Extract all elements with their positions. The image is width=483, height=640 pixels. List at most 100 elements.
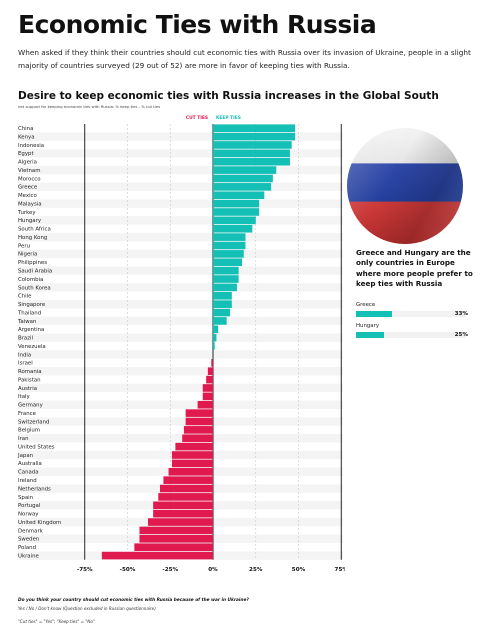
category-label: Taiwan bbox=[17, 319, 36, 325]
bar-italy bbox=[202, 392, 213, 401]
bar-peru bbox=[213, 241, 246, 250]
bar-denmark bbox=[139, 526, 213, 535]
bar-austria bbox=[202, 384, 213, 392]
category-label: United States bbox=[18, 444, 55, 450]
category-label: Hong Kong bbox=[18, 235, 47, 241]
bar-thailand bbox=[213, 308, 231, 317]
greece-track bbox=[356, 311, 466, 317]
bar-singapore bbox=[213, 300, 232, 308]
category-label: Italy bbox=[18, 394, 31, 400]
category-label: India bbox=[18, 352, 31, 358]
bar-united-states bbox=[175, 442, 213, 451]
bar-philippines bbox=[213, 258, 243, 267]
row-stripe bbox=[18, 149, 343, 158]
bar-morocco bbox=[213, 174, 273, 183]
category-label: Israel bbox=[18, 361, 33, 367]
category-label: Colombia bbox=[18, 277, 43, 283]
category-label: Hungary bbox=[18, 218, 42, 224]
row-stripe bbox=[18, 383, 343, 393]
x-tick-label: -50% bbox=[120, 567, 136, 573]
row-stripe bbox=[18, 283, 343, 292]
bar-portugal bbox=[153, 501, 213, 510]
x-tick-label: 75% bbox=[335, 567, 345, 573]
bar-germany bbox=[197, 400, 213, 409]
category-label: Spain bbox=[18, 495, 33, 501]
category-label: Indonesia bbox=[18, 143, 44, 149]
category-label: Pakistan bbox=[18, 377, 41, 383]
row-stripe bbox=[18, 165, 343, 175]
bar-united-kingdom bbox=[148, 518, 213, 526]
survey-question: Do you think your country should cut eco… bbox=[18, 598, 249, 603]
bar-chart: CUT TIES KEEP TIES China Kenya Indonesia Eg… bbox=[17, 115, 345, 573]
category-label: Philippines bbox=[18, 260, 47, 266]
row-stripe bbox=[18, 266, 343, 275]
category-label: Switzerland bbox=[18, 419, 49, 425]
category-label: Singapore bbox=[18, 302, 46, 308]
category-label: Venezuela bbox=[18, 344, 46, 350]
category-label: Netherlands bbox=[18, 486, 51, 492]
category-label: Thailand bbox=[17, 310, 41, 316]
category-label: Algeria bbox=[18, 160, 37, 166]
row-stripe bbox=[18, 232, 343, 242]
category-label: Nigeria bbox=[18, 252, 37, 258]
row-stripe bbox=[18, 350, 343, 359]
answer-mapping: "Cut ties" = "Yes"; "Keep ties" = "No" bbox=[18, 619, 95, 624]
bar-saudi-arabia bbox=[213, 266, 239, 275]
category-label: Romania bbox=[18, 369, 42, 375]
bar-brazil bbox=[213, 333, 217, 342]
row-stripe bbox=[18, 132, 343, 141]
hungary-fill-bar bbox=[356, 332, 384, 338]
greece-label: Greece bbox=[356, 302, 376, 308]
row-stripe bbox=[18, 434, 343, 443]
bar-nigeria bbox=[213, 250, 244, 258]
hungary-value: 25% bbox=[454, 332, 468, 338]
category-label: Kenya bbox=[18, 134, 35, 140]
bar-norway bbox=[153, 509, 213, 518]
bar-kenya bbox=[213, 132, 296, 141]
bar-canada bbox=[168, 467, 213, 476]
intro-text: When asked if they think their countries… bbox=[18, 48, 471, 70]
category-label: Saudi Arabia bbox=[18, 268, 52, 274]
greece-fill-bar bbox=[356, 311, 393, 317]
bar-turkey bbox=[213, 208, 260, 216]
bar-south-africa bbox=[213, 224, 253, 233]
bar-france bbox=[185, 409, 213, 417]
x-tick-label: -75% bbox=[77, 567, 93, 573]
x-tick-label: 25% bbox=[249, 567, 263, 573]
row-stripe bbox=[18, 216, 343, 225]
category-label: Poland bbox=[18, 545, 36, 551]
bar-colombia bbox=[213, 275, 239, 283]
bar-australia bbox=[171, 459, 213, 468]
category-label: Argentina bbox=[18, 327, 44, 333]
bar-indonesia bbox=[213, 141, 292, 149]
bar-argentina bbox=[213, 325, 219, 334]
category-label: Japan bbox=[17, 453, 33, 459]
bar-chile bbox=[213, 291, 232, 300]
category-label: United Kingdom bbox=[18, 520, 61, 526]
bar-hungary bbox=[213, 216, 256, 225]
bar-poland bbox=[134, 543, 213, 551]
bar-algeria bbox=[213, 157, 290, 166]
bar-belgium bbox=[183, 426, 213, 434]
legend-keep-ties: KEEP TIES bbox=[216, 115, 241, 121]
callout-text: Greece and Hungary are the only countrie… bbox=[356, 248, 473, 288]
row-stripe bbox=[18, 199, 343, 208]
bar-sweden bbox=[139, 535, 213, 543]
row-stripe bbox=[18, 249, 343, 259]
category-label: South Korea bbox=[18, 285, 51, 291]
bar-israel bbox=[211, 359, 213, 367]
bar-greece bbox=[213, 183, 272, 191]
row-stripe bbox=[18, 367, 343, 376]
row-stripe bbox=[18, 182, 343, 192]
bar-china bbox=[213, 124, 296, 132]
page-title: Economic Ties with Russia bbox=[18, 10, 377, 39]
category-label: Peru bbox=[18, 243, 30, 249]
row-stripe bbox=[18, 400, 343, 409]
category-label: Iran bbox=[18, 436, 29, 442]
category-label: Vietnam bbox=[18, 168, 40, 174]
chart-note: net support for keeping economic ties wi… bbox=[18, 104, 161, 109]
bar-pakistan bbox=[206, 375, 213, 384]
category-label: China bbox=[18, 126, 33, 132]
category-label: Denmark bbox=[18, 528, 44, 534]
bar-egypt bbox=[213, 149, 290, 158]
